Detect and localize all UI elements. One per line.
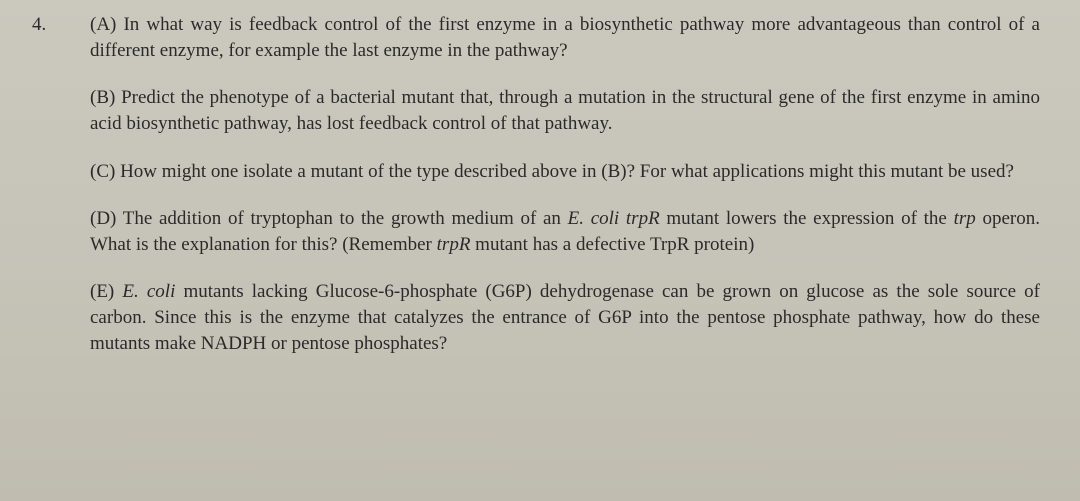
part-D-text-1: The addition of tryptophan to the growth… bbox=[123, 208, 568, 229]
part-D-ital-3: trpR bbox=[437, 234, 471, 255]
part-D-text-4: mutant has a defective TrpR protein) bbox=[470, 234, 754, 255]
part-B: (B) Predict the phenotype of a bacterial… bbox=[90, 85, 1040, 136]
part-D-ital-2: trp bbox=[954, 208, 976, 229]
part-E-text-1: mutants lacking Glucose-6-phosphate (G6P… bbox=[90, 281, 1040, 353]
part-A-label: (A) bbox=[90, 14, 123, 35]
part-D-label: (D) bbox=[90, 208, 123, 229]
part-A-text: In what way is feedback control of the f… bbox=[90, 14, 1040, 61]
part-B-text: Predict the phenotype of a bacterial mut… bbox=[90, 87, 1040, 134]
part-C-label: (C) bbox=[90, 161, 120, 182]
part-D-ital-1: E. coli trpR bbox=[568, 208, 660, 229]
part-C-text: How might one isolate a mutant of the ty… bbox=[120, 161, 1014, 182]
question-body: (A) In what way is feedback control of t… bbox=[90, 12, 1040, 356]
document-page: 4. (A) In what way is feedback control o… bbox=[0, 0, 1080, 501]
question-row: 4. (A) In what way is feedback control o… bbox=[32, 12, 1040, 356]
part-E: (E) E. coli mutants lacking Glucose-6-ph… bbox=[90, 279, 1040, 356]
part-E-label: (E) bbox=[90, 281, 122, 302]
question-number: 4. bbox=[32, 12, 90, 356]
part-A: (A) In what way is feedback control of t… bbox=[90, 12, 1040, 63]
part-C: (C) How might one isolate a mutant of th… bbox=[90, 159, 1040, 185]
part-D: (D) The addition of tryptophan to the gr… bbox=[90, 206, 1040, 257]
part-D-text-2: mutant lowers the expression of the bbox=[660, 208, 954, 229]
part-B-label: (B) bbox=[90, 87, 121, 108]
part-E-ital-1: E. coli bbox=[122, 281, 175, 302]
